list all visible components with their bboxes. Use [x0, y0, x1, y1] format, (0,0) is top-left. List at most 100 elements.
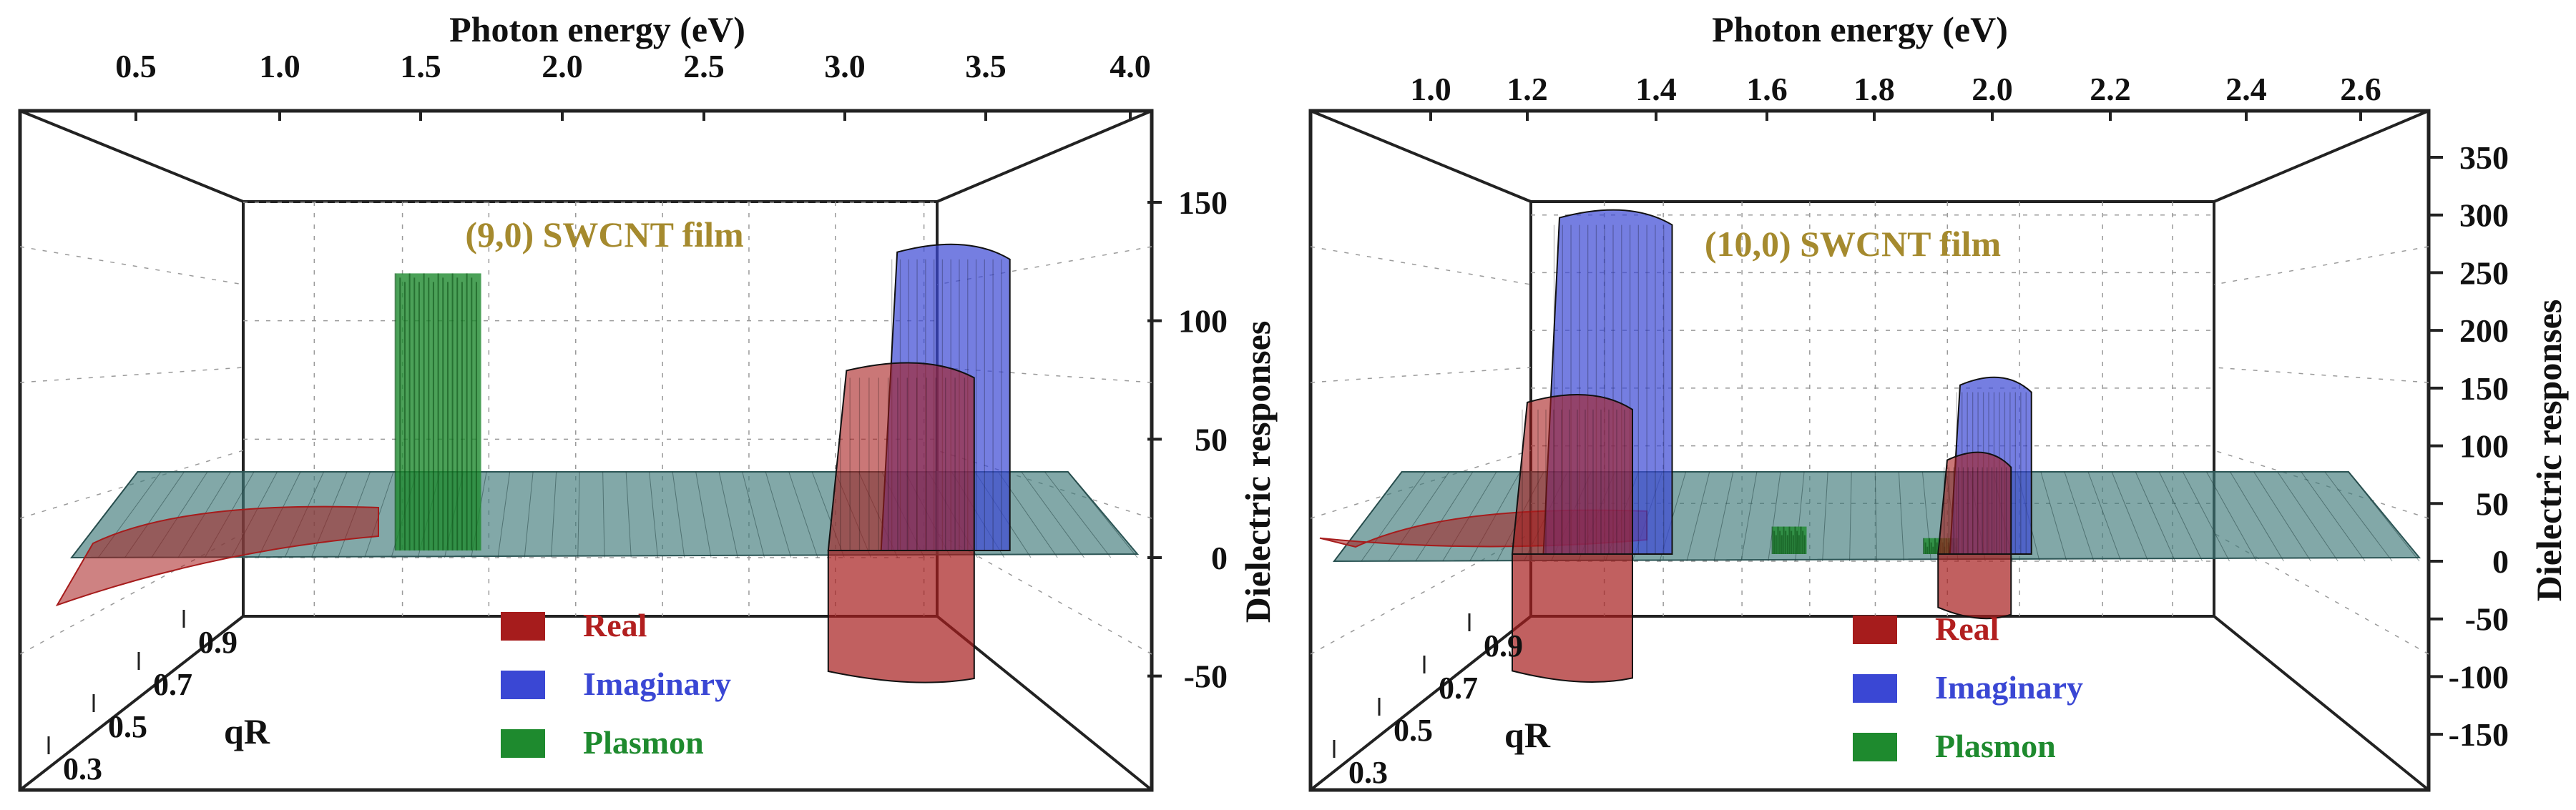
grid-side-l [19, 246, 244, 285]
x-tick-label: 2.5 [683, 48, 725, 84]
mesh-line [2277, 471, 2339, 562]
legend-label-imaginary: Imaginary [1935, 669, 2083, 706]
qr-tick-label: 0.5 [108, 709, 147, 744]
qr-axis-title: qR [224, 711, 270, 751]
z-tick-label: 50 [2476, 485, 2509, 522]
x-tick-label: 1.4 [1635, 71, 1677, 107]
mesh-line [788, 471, 818, 558]
qr-axis: 0.30.50.70.9 qR [47, 610, 270, 786]
mesh-line [1067, 471, 1138, 558]
mesh-line [2253, 471, 2311, 562]
mesh-line [602, 471, 605, 558]
qr-tick-label: 0.7 [153, 667, 192, 702]
x-tick-label: 4.0 [1110, 48, 1151, 84]
z-tick-label: 150 [2459, 370, 2509, 407]
z-tick-label: 250 [2459, 255, 2509, 291]
mesh-line [2348, 471, 2420, 562]
grid-side-r [936, 246, 1152, 285]
legend: Real Imaginary Plasmon [501, 607, 731, 761]
z-tick-label: 0 [1211, 540, 1228, 576]
legend-label-real: Real [583, 607, 647, 643]
real-peak-1 [827, 362, 975, 683]
mesh-line [551, 471, 557, 558]
mesh-line [1388, 471, 1450, 562]
z-tick-label: 200 [2459, 312, 2509, 349]
legend-label-imaginary: Imaginary [583, 666, 731, 702]
z-tick-label: 0 [2492, 543, 2509, 580]
z-tick-label: 50 [1195, 421, 1228, 458]
grid-side-r [936, 450, 1152, 519]
x-tick-label: 3.5 [965, 48, 1007, 84]
x-axis-title: Photon energy (eV) [449, 9, 745, 49]
x-tick-label: 2.6 [2340, 71, 2381, 107]
edge-br [2213, 615, 2430, 791]
z-tick-label: -150 [2449, 716, 2509, 753]
mesh-line [1768, 471, 1781, 562]
mesh-line [2206, 471, 2257, 562]
edge-bl [19, 615, 245, 791]
z-tick-label: 100 [2459, 428, 2509, 465]
mesh-line [2230, 471, 2284, 562]
plasmon-peak-1 [1771, 526, 1807, 554]
legend-swatch-plasmon [501, 729, 545, 758]
x-tick-label: 0.5 [115, 48, 157, 84]
x-tick-label: 2.2 [2090, 71, 2131, 107]
real-low-energy-tail [55, 505, 379, 607]
x-tick-label: 1.6 [1746, 71, 1788, 107]
legend-label-real: Real [1935, 611, 1999, 647]
mesh-line [742, 471, 765, 558]
x-tick-label: 1.0 [259, 48, 300, 84]
grid-side-l [19, 367, 244, 383]
x-tick-label: 2.0 [542, 48, 583, 84]
mesh-line [1849, 471, 1852, 562]
mesh-line [524, 471, 534, 558]
grid-side-l [19, 533, 244, 655]
plot-box [18, 109, 1154, 792]
mesh-line [2087, 471, 2122, 562]
legend-swatch-imaginary [501, 671, 545, 699]
mesh-line [2064, 471, 2095, 562]
mesh-line [2158, 471, 2203, 562]
x-tick-label: 2.4 [2225, 71, 2267, 107]
qr-axis: 0.30.50.70.9 qR [1333, 613, 1551, 790]
legend: Real Imaginary Plasmon [1853, 611, 2083, 764]
mesh-line [1021, 471, 1084, 558]
z-tick-label: -100 [2449, 658, 2509, 695]
qr-tick-label: 0.7 [1439, 671, 1478, 706]
grid-side-r [2213, 367, 2429, 383]
mesh-line [1898, 471, 1904, 562]
x-axis-title: Photon energy (eV) [1712, 9, 2008, 49]
edge-tl [1310, 109, 1532, 203]
qr-tick-label: 0.5 [1394, 713, 1433, 748]
z-tick-label: -50 [1184, 658, 1228, 695]
qr-tick-label: 0.9 [198, 625, 237, 660]
x-axis: 1.0 1.2 1.4 1.6 1.8 2.0 2.2 2.4 2.6 Photon energy… [1410, 9, 2381, 121]
edge-tr [2213, 109, 2429, 203]
grid-side-r [936, 367, 1152, 383]
legend-swatch-real [501, 612, 545, 641]
legend-swatch-imaginary [1853, 674, 1897, 703]
x-tick-label: 1.5 [400, 48, 441, 84]
mesh-line [625, 471, 632, 558]
qr-tick-label: 0.3 [63, 751, 102, 786]
z-tick-label: 150 [1178, 184, 1228, 221]
edge-tr [936, 109, 1152, 203]
x-tick-label: 1.0 [1410, 71, 1451, 107]
mesh-line [71, 471, 138, 558]
grid-side-r [2213, 246, 2429, 285]
real-peak-negative-lobe [827, 550, 975, 683]
grid-side-l [1310, 246, 1532, 285]
z-tick-label: 100 [1178, 303, 1228, 340]
legend-swatch-plasmon [1853, 733, 1897, 761]
legend-label-plasmon: Plasmon [583, 724, 704, 761]
real-peak-2 [1937, 451, 2012, 620]
z-tick-label: 350 [2459, 139, 2509, 176]
outer-frame [18, 109, 1154, 792]
mesh-line [672, 471, 685, 558]
qr-tick-label: 0.9 [1484, 628, 1523, 663]
mesh-line [1044, 471, 1112, 558]
x-tick-label: 2.0 [1972, 71, 2013, 107]
z-axis: 150 100 50 0 -50 Dielectric responses [1147, 184, 1278, 695]
mesh-line [2135, 471, 2176, 562]
